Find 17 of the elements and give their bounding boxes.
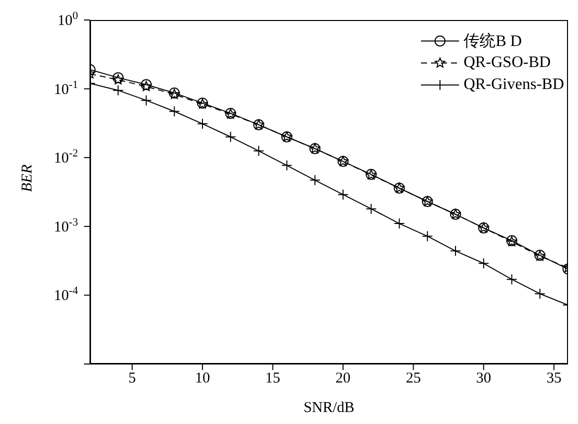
legend-label: QR-GSO-BD (464, 54, 551, 72)
x-tick-label: 35 (546, 370, 562, 387)
y-axis-title: BER (19, 164, 36, 192)
x-tick-label: 5 (128, 370, 136, 387)
y-tick-label: 10$^{0}$ (58, 10, 78, 29)
y-tick-label: 10$^{-3}$ (54, 216, 78, 236)
y-tick-label: 10$^{-2}$ (54, 148, 78, 167)
y-tick-label: 10$^{-1}$ (54, 78, 78, 98)
x-tick-label: 20 (336, 370, 351, 387)
legend-label: QR-Givens-BD (464, 76, 564, 94)
x-tick-label: 30 (476, 370, 492, 387)
x-axis-title: SNR/dB (304, 400, 354, 416)
x-tick-label: 15 (265, 370, 280, 387)
x-tick-label: 25 (406, 370, 421, 387)
legend-label: 传统B D (464, 32, 522, 52)
x-tick-label: 10 (194, 370, 210, 387)
y-tick-label: 10$^{-4}$ (54, 285, 78, 304)
